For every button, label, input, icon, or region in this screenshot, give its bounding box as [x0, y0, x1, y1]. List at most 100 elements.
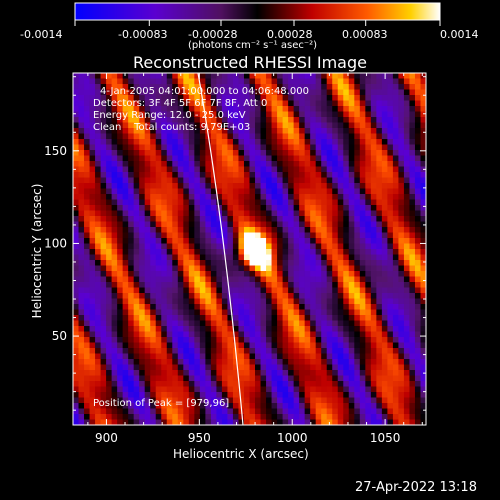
heatmap-cell	[271, 265, 278, 272]
heatmap-cell	[260, 183, 267, 190]
heatmap-cell	[111, 309, 118, 316]
heatmap-cell	[216, 375, 223, 382]
heatmap-cell	[354, 359, 361, 366]
heatmap-cell	[144, 337, 151, 344]
heatmap-cell	[398, 161, 405, 168]
heatmap-cell	[128, 309, 135, 316]
heatmap-cell	[249, 249, 256, 256]
heatmap-cell	[392, 232, 400, 239]
heatmap-cell	[260, 298, 267, 305]
heatmap-cell	[365, 381, 372, 388]
heatmap-cell	[354, 89, 361, 96]
heatmap-cell	[183, 232, 190, 239]
heatmap-cell	[282, 408, 289, 415]
heatmap-cell	[370, 216, 377, 223]
heatmap-cell	[216, 249, 223, 256]
heatmap-cell	[95, 166, 102, 173]
heatmap-cell	[271, 397, 278, 404]
heatmap-cell	[199, 381, 206, 388]
heatmap-cell	[100, 243, 107, 250]
heatmap-cell	[398, 122, 405, 129]
heatmap-cell	[343, 414, 350, 421]
heatmap-cell	[95, 100, 102, 107]
heatmap-cell	[177, 265, 184, 272]
heatmap-cell	[299, 232, 306, 239]
heatmap-cell	[315, 232, 322, 239]
heatmap-cell	[376, 243, 383, 250]
heatmap-cell	[381, 161, 388, 168]
heatmap-cell	[381, 133, 388, 140]
heatmap-cell	[365, 221, 372, 228]
colorbar-tick-label: -0.00028	[188, 28, 238, 41]
heatmap-cell	[111, 111, 118, 118]
heatmap-cell	[117, 342, 124, 349]
heatmap-cell	[321, 304, 328, 311]
heatmap-cell	[409, 133, 416, 140]
heatmap-cell	[117, 408, 124, 415]
heatmap-cell	[89, 304, 96, 311]
heatmap-cell	[166, 408, 173, 415]
heatmap-cell	[348, 84, 355, 91]
heatmap-cell	[414, 100, 422, 107]
heatmap-cell	[177, 150, 184, 157]
heatmap-cell	[139, 183, 146, 190]
heatmap-cell	[332, 166, 339, 173]
heatmap-cell	[337, 348, 344, 355]
heatmap-cell	[133, 166, 140, 173]
heatmap-cell	[282, 282, 289, 289]
heatmap-cell	[348, 199, 355, 206]
heatmap-cell	[150, 304, 157, 311]
heatmap-cell	[183, 276, 190, 283]
heatmap-cell	[199, 419, 206, 425]
heatmap-cell	[414, 122, 422, 129]
heatmap-cell	[221, 353, 229, 360]
heatmap-cell	[139, 353, 146, 360]
heatmap-cell	[260, 315, 267, 322]
heatmap-cell	[133, 342, 140, 349]
heatmap-cell	[414, 364, 422, 371]
heatmap-cell	[199, 199, 206, 206]
heatmap-cell	[243, 128, 251, 135]
heatmap-cell	[354, 408, 361, 415]
heatmap-cell	[122, 73, 129, 80]
heatmap-cell	[166, 254, 173, 261]
heatmap-cell	[288, 133, 295, 140]
heatmap-cell	[249, 194, 256, 201]
heatmap-cell	[194, 386, 201, 393]
heatmap-cell	[95, 304, 102, 311]
heatmap-cell	[282, 386, 289, 393]
heatmap-cell	[205, 117, 212, 124]
heatmap-cell	[128, 128, 135, 135]
heatmap-cell	[144, 216, 151, 223]
heatmap-cell	[398, 139, 405, 146]
heatmap-cell	[392, 100, 400, 107]
heatmap-cell	[288, 150, 295, 157]
heatmap-cell	[238, 227, 245, 234]
heatmap-cell	[376, 348, 383, 355]
heatmap-cell	[348, 133, 355, 140]
heatmap-cell	[282, 320, 289, 327]
heatmap-cell	[321, 381, 328, 388]
heatmap-cell	[227, 161, 234, 168]
y-tick-label: 150	[44, 144, 67, 158]
heatmap-cell	[326, 414, 333, 421]
heatmap-cell	[194, 249, 201, 256]
heatmap-cell	[210, 106, 218, 113]
heatmap-cell	[337, 128, 344, 135]
heatmap-cell	[315, 315, 322, 322]
heatmap-cell	[337, 309, 344, 316]
heatmap-cell	[304, 287, 311, 294]
heatmap-cell	[194, 161, 201, 168]
heatmap-cell	[398, 216, 405, 223]
heatmap-cell	[354, 194, 361, 201]
heatmap-cell	[166, 188, 173, 195]
heatmap-cell	[161, 375, 168, 382]
heatmap-cell	[95, 205, 102, 212]
heatmap-cell	[205, 183, 212, 190]
heatmap-cell	[321, 161, 328, 168]
heatmap-cell	[95, 414, 102, 421]
heatmap-cell	[310, 414, 317, 421]
heatmap-cell	[332, 375, 339, 382]
heatmap-cell	[266, 166, 273, 173]
heatmap-cell	[293, 106, 300, 113]
